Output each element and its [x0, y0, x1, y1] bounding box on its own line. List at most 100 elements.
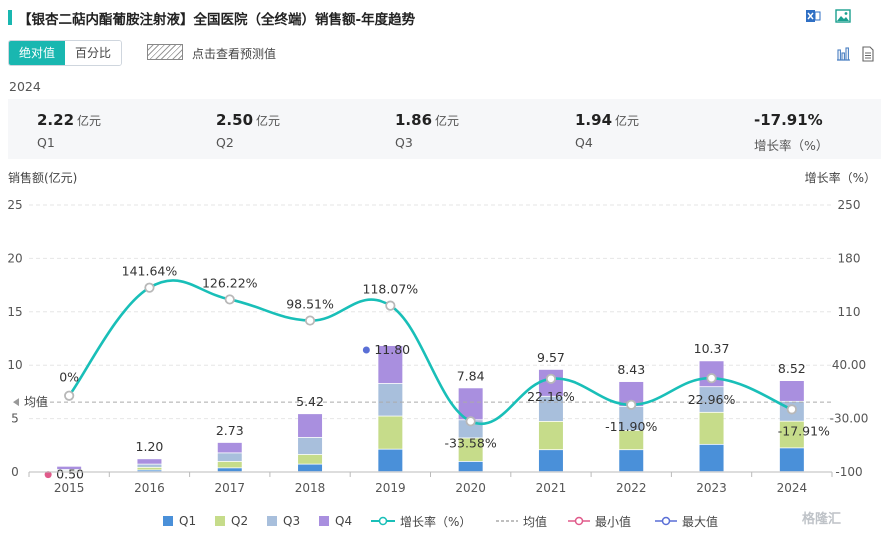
growth-rate-line	[68, 279, 793, 425]
bar-segment-q4	[779, 381, 804, 401]
bar-total-label: 8.52	[778, 361, 806, 376]
y2-tick-label: -30.00	[830, 412, 869, 426]
value-mode-toggle[interactable]: 绝对值 百分比	[8, 40, 123, 66]
summary-value: 1.94	[575, 111, 613, 129]
legend-label: 均值	[523, 514, 548, 529]
growth-rate-point	[385, 300, 396, 311]
forecast-hatch-swatch[interactable]	[147, 44, 183, 60]
y-axis-title: 销售额(亿元)	[8, 170, 77, 185]
summary-q3: 1.86 亿元 Q3	[395, 99, 565, 159]
summary-unit: 亿元	[256, 114, 281, 128]
table-view-icon[interactable]	[860, 46, 876, 62]
growth-rate-label: 22.96%	[688, 392, 736, 407]
bar-segment-q3	[619, 406, 644, 431]
bar-segment-q4	[217, 442, 242, 453]
y-tick-label: 15	[7, 305, 22, 319]
legend-min-icon	[568, 516, 590, 526]
legend-item-min[interactable]: 最小值	[568, 512, 631, 530]
bar-segment-q4	[137, 459, 162, 464]
bar-segment-q1	[137, 470, 162, 472]
y-tick-label: 0	[11, 465, 19, 479]
legend-swatch	[267, 516, 277, 526]
summary-value: 2.50	[216, 111, 254, 129]
title-bar: 【银杏二萜内酯葡胺注射液】全国医院（全终端）销售额-年度趋势	[0, 0, 882, 34]
x-tick-label: 2023	[696, 481, 727, 495]
legend-label: Q4	[335, 514, 353, 528]
bar-segment-q1	[298, 464, 323, 472]
legend-label: 最小值	[595, 514, 632, 529]
summary-q4: 1.94 亿元 Q4	[575, 99, 745, 159]
summary-q1: 2.22 亿元 Q1	[37, 99, 207, 159]
legend-label: 增长率（%）	[400, 514, 472, 529]
bar-segment-q2	[779, 421, 804, 448]
excel-export-icon[interactable]	[805, 8, 821, 24]
x-tick-label: 2021	[536, 481, 567, 495]
growth-rate-label: 22.16%	[527, 389, 575, 404]
y2-tick-label: 250	[838, 198, 861, 212]
legend-item-q3[interactable]: Q3	[267, 512, 300, 530]
legend-swatch	[319, 516, 329, 526]
summary-label: Q2	[216, 135, 234, 150]
growth-rate-label: 0%	[59, 370, 79, 385]
growth-rate-point	[786, 404, 797, 415]
growth-rate-label: 141.64%	[122, 264, 178, 279]
growth-rate-point	[626, 399, 637, 410]
min-marker	[44, 471, 52, 479]
summary-label: Q1	[37, 135, 55, 150]
bar-segment-q2	[619, 430, 644, 450]
bar-segment-q4	[57, 466, 82, 470]
bar-total-label: 2.73	[216, 423, 244, 438]
legend-item-max[interactable]: 最大值	[655, 512, 718, 530]
y2-axis-title: 增长率（%）	[805, 170, 876, 185]
y-tick-label: 5	[11, 412, 19, 426]
bar-segment-q3	[217, 453, 242, 462]
legend-swatch	[215, 516, 225, 526]
legend-item-q2[interactable]: Q2	[215, 512, 248, 530]
legend-item-mean[interactable]: 均值	[496, 512, 547, 530]
bar-total-label: 9.57	[537, 350, 565, 365]
legend-item-q4[interactable]: Q4	[319, 512, 352, 530]
bar-segment-q2	[217, 461, 242, 468]
tab-percentage[interactable]: 百分比	[65, 41, 122, 65]
bar-total-label: 5.42	[296, 394, 324, 409]
tab-absolute[interactable]: 绝对值	[9, 41, 66, 65]
bar-total-label: 10.37	[694, 341, 730, 356]
summary-unit: 亿元	[435, 114, 460, 128]
bar-segment-q1	[378, 449, 403, 472]
toolbar: 绝对值 百分比 点击查看预测值	[0, 40, 882, 68]
bar-segment-q2	[378, 416, 403, 449]
bar-segment-q3	[298, 437, 323, 455]
bar-segment-q1	[779, 448, 804, 472]
forecast-toggle-label[interactable]: 点击查看预测值	[192, 47, 277, 61]
y-tick-label: 20	[7, 251, 22, 265]
summary-year: 2024	[9, 79, 41, 94]
legend-label: Q2	[231, 514, 249, 528]
y-tick-label: 10	[7, 358, 22, 372]
growth-rate-point	[224, 294, 235, 305]
x-tick-label: 2015	[54, 481, 85, 495]
growth-rate-label: 118.07%	[363, 282, 419, 297]
bar-chart-view-icon[interactable]	[835, 46, 851, 62]
growth-rate-label: -33.58%	[445, 435, 497, 450]
growth-rate-label: -11.90%	[605, 419, 657, 434]
bar-segment-q4	[298, 414, 323, 438]
bar-segment-q2	[137, 467, 162, 470]
summary-label: Q3	[395, 135, 413, 150]
summary-growth: -17.91% 增长率（%）	[754, 99, 882, 159]
growth-rate-point	[545, 373, 557, 384]
image-export-icon[interactable]	[835, 8, 851, 24]
growth-rate-point	[706, 373, 717, 384]
bar-segment-q2	[699, 412, 724, 444]
growth-rate-point	[64, 390, 75, 401]
legend-item-growth[interactable]: 增长率（%）	[371, 512, 471, 530]
y-tick-label: 25	[7, 198, 22, 212]
bar-segment-q1	[217, 468, 242, 472]
x-tick-label: 2019	[375, 481, 406, 495]
max-marker	[362, 346, 370, 354]
y2-tick-label: 110	[838, 305, 861, 319]
legend-line-icon	[371, 516, 395, 526]
page-title: 【银杏二萜内酯葡胺注射液】全国医院（全终端）销售额-年度趋势	[18, 12, 416, 28]
legend-item-q1[interactable]: Q1	[163, 512, 196, 530]
bar-segment-q1	[538, 450, 563, 472]
growth-rate-point	[144, 282, 155, 293]
